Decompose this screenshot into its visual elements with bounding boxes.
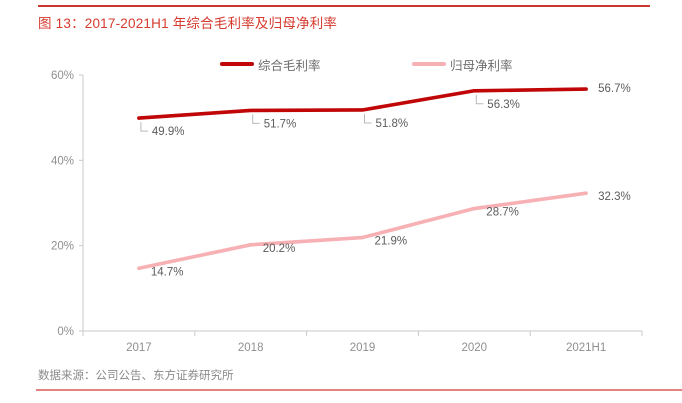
data-label: 21.9%: [375, 236, 408, 248]
y-tick-label: 60%: [51, 70, 74, 82]
legend-label-gross-margin: 综合毛利率: [258, 58, 321, 73]
x-tick-label: 2020: [462, 342, 488, 354]
legend-item-net-margin: 归母净利率: [412, 56, 513, 73]
label-leader-line: [252, 114, 260, 124]
legend-label-net-margin: 归母净利率: [450, 58, 513, 73]
label-leader-line: [475, 94, 484, 105]
label-leader-line: [140, 122, 148, 132]
x-tick-label: 2021H1: [566, 342, 606, 354]
data-label: 32.3%: [598, 191, 631, 203]
net-margin-line-swatch: [412, 62, 446, 66]
data-label: 51.7%: [264, 118, 297, 130]
data-label: 14.7%: [151, 266, 184, 278]
figure-title: 图 13：2017-2021H1 年综合毛利率及归母净利率: [38, 16, 338, 31]
data-label: 49.9%: [152, 126, 185, 138]
data-source: 数据来源：公司公告、东方证券研究所: [38, 370, 234, 382]
chart-legend: 综合毛利率 归母净利率: [0, 56, 682, 73]
legend-item-gross-margin: 综合毛利率: [220, 56, 321, 73]
y-tick-label: 20%: [51, 241, 74, 253]
gross-margin-line-swatch: [220, 62, 254, 66]
series-line-0: [137, 87, 588, 120]
y-tick-label: 40%: [51, 155, 74, 167]
x-tick-label: 2017: [126, 342, 152, 354]
data-label: 51.8%: [376, 118, 409, 130]
data-label: 20.2%: [263, 243, 296, 255]
data-label: 56.7%: [598, 83, 631, 95]
x-tick-label: 2018: [238, 342, 264, 354]
y-tick-label: 0%: [57, 326, 74, 338]
bottom-divider: [36, 389, 682, 391]
label-leader-line: [364, 113, 372, 124]
data-label: 28.7%: [486, 207, 519, 219]
x-tick-label: 2019: [350, 342, 376, 354]
series-line-1: [137, 191, 588, 271]
data-label: 56.3%: [487, 99, 520, 111]
top-divider: [38, 5, 650, 7]
